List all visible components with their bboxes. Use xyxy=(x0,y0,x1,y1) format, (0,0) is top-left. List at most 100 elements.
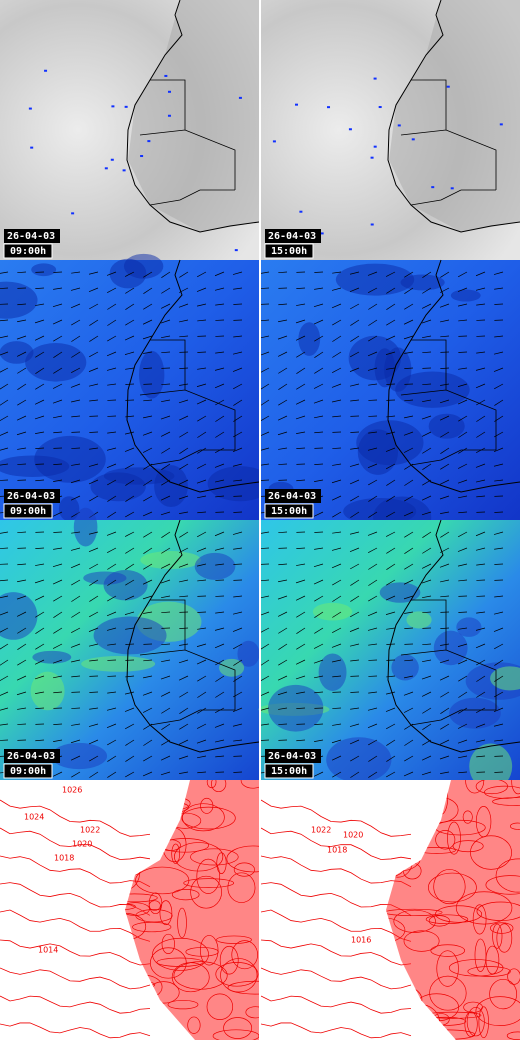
wind-arrow xyxy=(296,367,306,374)
wind-arrow xyxy=(440,335,450,338)
wind-arrow xyxy=(89,755,99,762)
wind-arrow xyxy=(476,399,486,406)
wind-arrow xyxy=(368,495,378,502)
wind-arrow xyxy=(440,531,450,538)
wind-arrow xyxy=(35,707,45,709)
wind-arrow xyxy=(386,563,396,570)
field-patch xyxy=(51,742,108,770)
isobar-label: 1022 xyxy=(311,826,331,835)
wind-arrow xyxy=(124,447,135,452)
wind-arrow xyxy=(106,531,117,536)
wind-arrow xyxy=(142,447,153,453)
wind-arrow xyxy=(313,319,324,325)
isobar xyxy=(260,855,412,888)
wind-arrow xyxy=(295,415,306,420)
wind-arrow xyxy=(106,723,117,729)
contour xyxy=(466,1006,485,1037)
isobar xyxy=(0,855,151,888)
contour xyxy=(226,845,259,873)
wind-arrow xyxy=(386,627,396,630)
field-patch xyxy=(318,653,347,691)
wind-arrow xyxy=(494,739,504,742)
contour xyxy=(429,975,467,1011)
wind-arrow xyxy=(17,303,27,306)
wind-arrow xyxy=(296,547,306,549)
time-label: 09:00h xyxy=(10,766,46,777)
wind-arrow xyxy=(422,531,432,538)
isobar-label: 1014 xyxy=(38,946,58,955)
wind-arrow xyxy=(215,431,225,438)
wind-arrow xyxy=(89,303,99,310)
wind-arrow xyxy=(458,431,468,438)
wind-arrow xyxy=(331,495,342,501)
wind-arrow xyxy=(439,479,450,485)
contour xyxy=(173,961,228,990)
wind-arrow xyxy=(440,463,450,470)
wind-arrow xyxy=(422,723,432,730)
field-patch xyxy=(391,654,419,681)
wind-arrow xyxy=(278,447,288,450)
wind-arrow xyxy=(458,351,468,353)
wind-arrow xyxy=(178,563,189,568)
wind-arrow xyxy=(494,547,504,550)
wind-arrow xyxy=(458,415,468,422)
wind-arrow xyxy=(314,611,324,618)
contour xyxy=(467,966,511,977)
wind-arrow xyxy=(107,691,117,694)
contour xyxy=(161,933,175,954)
wind-arrow xyxy=(457,383,468,387)
wind-arrow xyxy=(331,627,342,634)
wind-arrow xyxy=(71,707,81,709)
contour xyxy=(492,923,503,949)
wind-arrow xyxy=(440,595,450,598)
wind-arrow xyxy=(125,463,135,470)
contour xyxy=(125,902,150,916)
field-patch xyxy=(32,650,72,664)
wind-arrow xyxy=(142,415,153,419)
wind-arrow xyxy=(422,287,432,294)
wind-arrow xyxy=(232,367,243,372)
wind-arrow xyxy=(197,627,207,630)
wind-arrow xyxy=(70,547,81,551)
wind-arrow xyxy=(458,579,468,582)
wind-arrow xyxy=(331,303,342,309)
wind-arrow xyxy=(385,351,396,355)
wind-arrow xyxy=(89,659,99,662)
wind-arrow xyxy=(368,335,378,342)
wind-arrow xyxy=(17,643,27,650)
wind-arrow xyxy=(143,739,153,746)
wind-arrow xyxy=(89,611,99,618)
wind-arrow xyxy=(422,659,432,663)
precip xyxy=(124,105,128,108)
precip xyxy=(320,232,324,235)
wind-arrow xyxy=(404,627,414,629)
wind-arrow xyxy=(349,627,360,632)
wind-arrow xyxy=(215,563,225,566)
wind-arrow xyxy=(107,495,117,502)
wind-arrow xyxy=(196,287,207,292)
wind-arrow xyxy=(403,579,414,585)
contour xyxy=(181,806,236,830)
contour xyxy=(485,875,520,895)
wind-arrow xyxy=(143,627,153,629)
wind-arrow xyxy=(0,675,9,682)
date-label: 26-04-03 xyxy=(268,231,316,242)
time-label: 09:00h xyxy=(10,506,46,517)
wind-arrow xyxy=(160,755,171,761)
field-patch xyxy=(428,413,465,439)
wind-arrow xyxy=(386,739,396,746)
wind-arrow xyxy=(88,479,99,485)
wind-arrow xyxy=(125,563,135,570)
wind-arrow xyxy=(439,563,450,568)
wind-arrow xyxy=(17,531,27,534)
wind-arrow xyxy=(233,547,243,550)
wind-arrow xyxy=(35,611,45,618)
wind-arrow xyxy=(422,611,432,614)
wind-arrow xyxy=(476,611,486,614)
wind-arrow xyxy=(106,611,117,617)
wind-arrow xyxy=(457,723,468,729)
isobar-label: 1022 xyxy=(80,826,100,835)
field-patch xyxy=(109,258,147,289)
precip xyxy=(71,212,75,215)
